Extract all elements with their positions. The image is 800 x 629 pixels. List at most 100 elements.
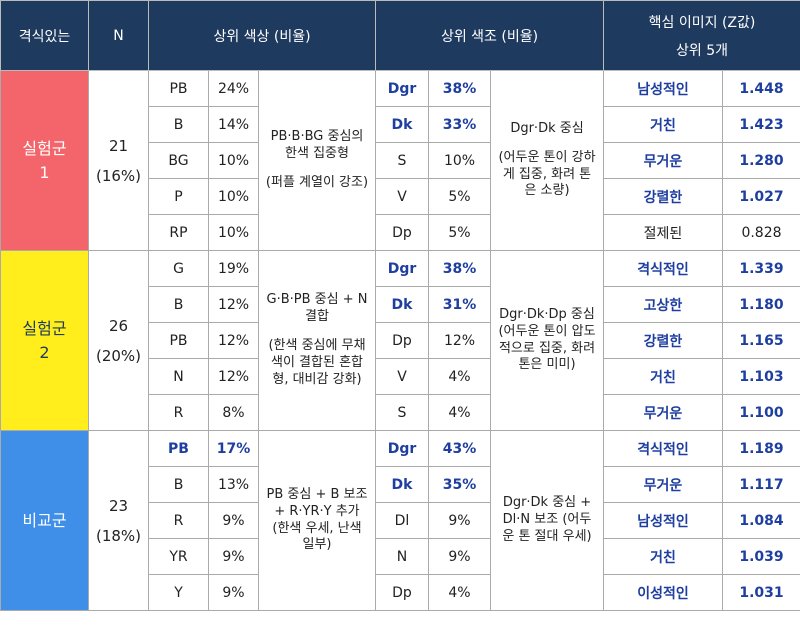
tone-code: S [375,142,429,179]
color-description: G·B·PB 중심 + N 결합 (한색 중심에 무채색이 결합된 혼합형, 대비… [258,250,376,431]
tone-code: Dk [375,466,429,503]
tone-ratio: 43% [428,430,491,467]
color-code: G [148,250,209,287]
header-text: 상위 5개 [676,42,728,59]
table-row: B 14% Dk 33% 거친 1.423 [1,106,800,143]
tone-ratio: 5% [428,178,491,215]
n-percent: (20%) [95,346,142,365]
group-label-line: 1 [39,162,50,182]
color-code: PB [148,70,209,107]
n-value: 23 [108,496,129,515]
image-word: 격식적인 [603,430,723,467]
color-code: B [148,466,209,503]
description-text: Dgr·Dk·Dp 중심 (어두운 톤이 압도적으로 집중, 화려 톤은 미미) [498,306,596,373]
image-word: 남성적인 [603,502,723,539]
tone-ratio: 38% [428,70,491,107]
z-value: 1.180 [721,286,800,323]
z-value: 1.165 [721,322,800,359]
image-word: 격식적인 [603,250,723,287]
color-code: PB [148,430,209,467]
group-label-line: 실험군 [22,138,67,158]
tone-ratio: 35% [428,466,491,503]
tone-ratio: 4% [428,394,491,431]
group-label-line: 비교군 [22,510,67,530]
tone-description: Dgr·Dk·Dp 중심 (어두운 톤이 압도적으로 집중, 화려 톤은 미미) [490,250,604,431]
table-row: R 8% S 4% 무거운 1.100 [1,394,800,431]
description-text: PB 중심 + B 보조 + R·YR·Y 추가 (한색 우세, 난색 일부) [266,486,368,553]
color-ratio: 12% [208,322,259,359]
header-cell: 상위 색상 (비율) [148,0,376,71]
table-row: PB 12% Dp 12% 강렬한 1.165 [1,322,800,359]
image-word: 남성적인 [603,70,723,107]
table-row: YR 9% N 9% 거친 1.039 [1,538,800,575]
color-ratio: 12% [208,286,259,323]
image-word: 무거운 [603,394,723,431]
tone-ratio: 31% [428,286,491,323]
tone-code: V [375,178,429,215]
header-cell: 격식있는 [0,0,89,71]
n-percent: (18%) [95,526,142,545]
header-text: 핵심 이미지 (Z값) [648,14,756,31]
description-text: G·B·PB 중심 + N 결합 [266,292,368,325]
tone-ratio: 4% [428,574,491,611]
tone-code: Dp [375,574,429,611]
description-text: (한색 중심에 무채색이 결합된 혼합형, 대비감 강화) [268,338,366,387]
color-ratio: 8% [208,394,259,431]
n-value: 26 [108,316,129,335]
description-text: Dgr·Dk 중심 + Dl·N 보조 (어두운 톤 절대 우세) [502,495,592,544]
image-word: 절제된 [603,214,723,251]
summary-table: 격식있는 N 상위 색상 (비율) 상위 색조 (비율) 핵심 이미지 (Z값)… [0,0,800,611]
image-word: 거친 [603,106,723,143]
z-value: 1.189 [721,430,800,467]
tone-code: Dp [375,322,429,359]
group-label-line: 2 [39,342,50,362]
z-value: 1.039 [721,538,800,575]
description-text: (퍼플 계열이 강조) [265,174,369,190]
tone-code: Dgr [375,430,429,467]
tone-code: Dp [375,214,429,251]
header-row: 격식있는 N 상위 색상 (비율) 상위 색조 (비율) 핵심 이미지 (Z값)… [0,0,800,71]
color-ratio: 10% [208,178,259,215]
image-word: 무거운 [603,466,723,503]
image-word: 거친 [603,358,723,395]
image-word: 거친 [603,538,723,575]
image-word: 강렬한 [603,322,723,359]
z-value: 1.031 [721,574,800,611]
description-text: Dgr·Dk 중심 [510,120,584,136]
z-value: 1.103 [721,358,800,395]
group-label-line: 실험군 [22,318,67,338]
table-row: BG 10% S 10% 무거운 1.280 [1,142,800,179]
tone-ratio: 33% [428,106,491,143]
description-text: PB·B·BG 중심의 한색 집중형 [270,129,364,162]
tone-ratio: 12% [428,322,491,359]
header-cell: 핵심 이미지 (Z값) 상위 5개 [602,0,800,71]
n-cell: 26 (20%) [88,250,149,431]
z-value: 1.084 [721,502,800,539]
tone-ratio: 4% [428,358,491,395]
tone-ratio: 5% [428,214,491,251]
color-ratio: 9% [208,538,259,575]
z-value: 1.339 [721,250,800,287]
group-label: 비교군 [0,430,89,611]
tone-ratio: 38% [428,250,491,287]
tone-code: S [375,394,429,431]
tone-code: V [375,358,429,395]
z-value: 1.100 [721,394,800,431]
tone-description: Dgr·Dk 중심 + Dl·N 보조 (어두운 톤 절대 우세) [490,430,604,611]
color-code: R [148,394,209,431]
table-body: 실험군 1 21 (16%) PB 24% PB·B·BG 중심의 한색 집중형 (퍼플 계열… [0,70,800,611]
tone-code: N [375,538,429,575]
color-code: PB [148,322,209,359]
header-cell: N [88,0,149,71]
color-ratio: 24% [208,70,259,107]
table-row: Y 9% Dp 4% 이성적인 1.031 [1,574,800,611]
z-value: 1.423 [721,106,800,143]
group-label: 실험군 1 [0,70,89,251]
color-description: PB·B·BG 중심의 한색 집중형 (퍼플 계열이 강조) [258,70,376,251]
color-code: N [148,358,209,395]
color-code: B [148,286,209,323]
z-value: 1.280 [721,142,800,179]
table-row: P 10% V 5% 강렬한 1.027 [1,178,800,215]
color-ratio: 10% [208,142,259,179]
color-ratio: 9% [208,574,259,611]
